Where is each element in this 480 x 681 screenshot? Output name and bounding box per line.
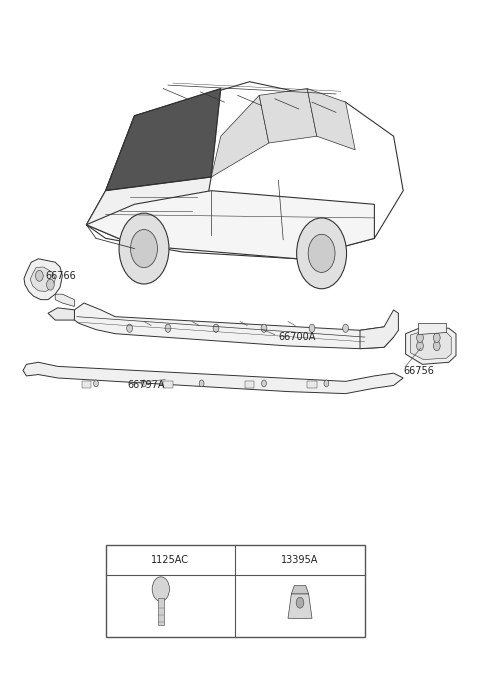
Polygon shape	[30, 267, 55, 291]
Polygon shape	[86, 191, 374, 259]
Polygon shape	[307, 89, 355, 150]
Circle shape	[47, 279, 54, 290]
Polygon shape	[418, 323, 446, 334]
Circle shape	[165, 324, 171, 332]
Text: 66756: 66756	[403, 366, 434, 376]
Polygon shape	[291, 586, 309, 594]
Polygon shape	[307, 381, 317, 388]
Polygon shape	[410, 331, 451, 360]
Circle shape	[417, 341, 423, 351]
Circle shape	[296, 597, 304, 608]
Polygon shape	[23, 362, 403, 394]
Polygon shape	[245, 381, 254, 388]
Circle shape	[309, 324, 315, 332]
Circle shape	[213, 324, 219, 332]
Circle shape	[152, 577, 169, 601]
Circle shape	[417, 333, 423, 343]
FancyBboxPatch shape	[158, 598, 164, 625]
Circle shape	[36, 270, 43, 281]
Circle shape	[324, 380, 329, 387]
Circle shape	[261, 324, 267, 332]
Polygon shape	[259, 89, 317, 143]
Circle shape	[297, 218, 347, 289]
Circle shape	[433, 333, 440, 343]
Polygon shape	[288, 594, 312, 618]
Text: 66700A: 66700A	[278, 332, 316, 342]
Polygon shape	[360, 310, 398, 349]
Text: 66797A: 66797A	[127, 380, 165, 390]
Circle shape	[343, 324, 348, 332]
Text: 1125AC: 1125AC	[151, 555, 190, 565]
Circle shape	[142, 380, 146, 387]
Polygon shape	[86, 177, 211, 245]
Text: 66766: 66766	[46, 271, 76, 281]
Polygon shape	[106, 89, 221, 191]
Polygon shape	[55, 294, 74, 306]
Circle shape	[199, 380, 204, 387]
FancyBboxPatch shape	[106, 545, 365, 637]
Polygon shape	[82, 381, 91, 388]
Circle shape	[94, 380, 98, 387]
Polygon shape	[24, 259, 62, 300]
Circle shape	[262, 380, 266, 387]
Circle shape	[308, 234, 335, 272]
Circle shape	[127, 324, 132, 332]
Circle shape	[131, 229, 157, 268]
Polygon shape	[48, 308, 74, 320]
Polygon shape	[406, 327, 456, 364]
Polygon shape	[211, 95, 269, 177]
Polygon shape	[106, 89, 221, 191]
Circle shape	[119, 213, 169, 284]
Text: 13395A: 13395A	[281, 555, 319, 565]
Polygon shape	[74, 303, 394, 349]
Polygon shape	[163, 381, 173, 388]
Circle shape	[433, 341, 440, 351]
